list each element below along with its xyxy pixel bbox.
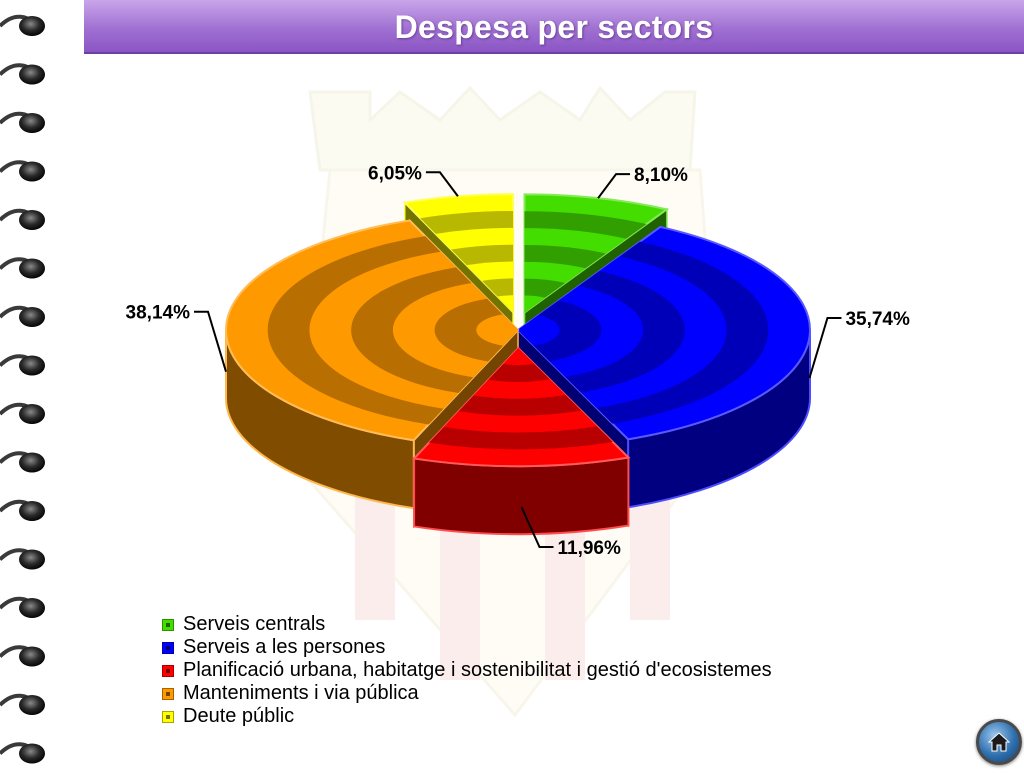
leader-line	[520, 506, 554, 548]
pie-slice-top	[434, 298, 518, 362]
legend-label: Serveis centrals	[183, 613, 326, 635]
title-bar: Despesa per sectors	[84, 0, 1024, 54]
legend-label: Planificació urbana, habitatge i sosteni…	[183, 659, 772, 681]
leader-line	[425, 171, 459, 197]
spiral-ring	[19, 695, 45, 715]
pie-slice-top	[524, 295, 545, 313]
spiral-ring	[19, 161, 45, 182]
spiral-ring-icon	[0, 14, 45, 764]
leader-line	[597, 173, 631, 199]
pie-slice-wall	[413, 456, 630, 536]
legend-label: Serveis a les persones	[183, 636, 386, 658]
pie-slice	[523, 193, 670, 315]
legend-label: Deute públic	[183, 705, 295, 727]
spiral-ring	[19, 16, 45, 36]
legend-item: Serveis a les persones	[162, 636, 862, 659]
home-button[interactable]	[976, 719, 1022, 765]
pie-slice-top	[497, 295, 514, 313]
data-label: 35,74%	[845, 309, 910, 330]
legend-item: Deute públic	[162, 705, 862, 728]
pie-slice-top	[476, 314, 518, 346]
spiral-ring	[19, 210, 45, 230]
spiral-ring	[19, 452, 45, 473]
pie-slice-top	[518, 315, 560, 346]
legend-swatch	[162, 687, 174, 700]
legend-swatch	[162, 618, 174, 631]
pie-slice	[412, 346, 631, 468]
spiral-ring	[19, 355, 45, 376]
legend-swatch	[162, 664, 174, 677]
leader-line	[194, 310, 227, 372]
chart-legend: Serveis centrals Serveis a les persones …	[162, 613, 862, 728]
data-label: 38,14%	[126, 303, 191, 324]
spiral-binding	[0, 0, 58, 768]
data-label: 6,05%	[368, 163, 422, 184]
pie-slice-top	[488, 348, 550, 382]
legend-swatch	[162, 710, 174, 723]
spiral-ring	[19, 743, 45, 764]
spiral-ring	[19, 113, 45, 133]
legend-swatch	[162, 641, 174, 654]
legend-item: Planificació urbana, habitatge i sosteni…	[162, 659, 862, 682]
pie-slice	[402, 193, 515, 315]
pie-slice	[516, 225, 811, 441]
spiral-ring	[19, 404, 45, 424]
leader-line	[808, 317, 842, 379]
spiral-ring	[19, 598, 45, 618]
spiral-ring	[19, 549, 45, 570]
data-label: 11,96%	[557, 538, 620, 559]
spiral-ring	[19, 258, 45, 279]
legend-item: Manteniments i via pública	[162, 682, 862, 705]
spiral-ring	[19, 307, 45, 327]
legend-item: Serveis centrals	[162, 613, 862, 636]
pie-slice	[225, 219, 520, 442]
legend-label: Manteniments i via pública	[183, 682, 419, 704]
page-title: Despesa per sectors	[394, 9, 714, 45]
spiral-ring	[19, 64, 45, 85]
home-icon	[988, 732, 1010, 752]
pie-slice-top	[503, 348, 535, 366]
data-label: 8,10%	[634, 165, 688, 186]
spiral-ring	[19, 646, 45, 667]
spiral-ring	[19, 501, 45, 521]
